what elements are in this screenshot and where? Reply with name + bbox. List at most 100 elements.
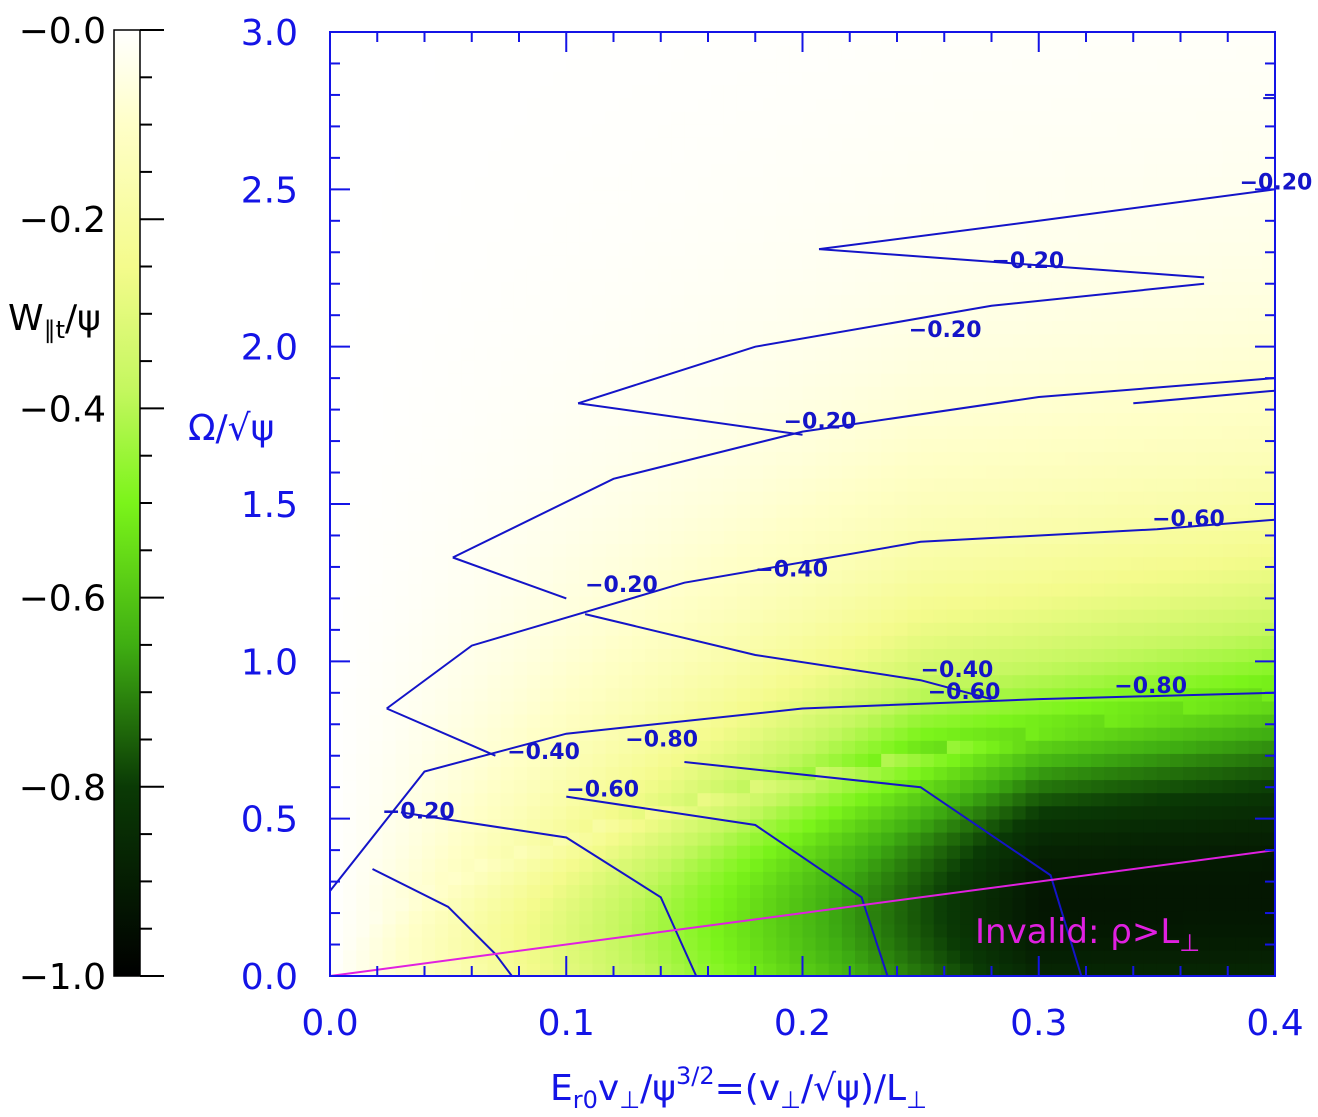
heatmap-cell	[356, 726, 371, 741]
heatmap-cell	[855, 805, 869, 820]
heatmap-cell	[1078, 412, 1092, 427]
heatmap-cell	[1078, 110, 1092, 125]
heatmap-cell	[763, 962, 777, 976]
heatmap-cell	[1012, 635, 1027, 649]
heatmap-cell	[868, 254, 882, 269]
heatmap-cell	[828, 753, 843, 767]
heatmap-cell	[369, 766, 384, 781]
heatmap-cell	[461, 530, 476, 545]
heatmap-cell	[461, 136, 476, 151]
heatmap-cell	[776, 268, 791, 282]
heatmap-cell	[356, 936, 371, 951]
heatmap-cell	[855, 189, 869, 204]
heatmap-cell	[618, 268, 633, 282]
heatmap-cell	[421, 884, 436, 899]
heatmap-cell	[684, 136, 699, 151]
heatmap-cell	[421, 753, 436, 767]
heatmap-cell	[343, 399, 357, 413]
heatmap-cell	[421, 307, 436, 322]
heatmap-cell	[343, 372, 357, 387]
heatmap-cell	[697, 871, 712, 885]
heatmap-cell	[960, 425, 974, 440]
heatmap-cell	[933, 556, 948, 571]
heatmap-cell	[999, 372, 1014, 387]
heatmap-cell	[1143, 844, 1158, 859]
heatmap-cell	[540, 176, 554, 191]
heatmap-cell	[645, 464, 659, 479]
heatmap-cell	[684, 176, 699, 191]
heatmap-cell	[894, 779, 909, 794]
heatmap-cell	[750, 359, 764, 374]
heatmap-cell	[645, 608, 659, 623]
heatmap-cell	[382, 779, 397, 794]
heatmap-cell	[526, 320, 541, 335]
heatmap-cell	[500, 163, 515, 177]
heatmap-cell	[999, 307, 1014, 322]
heatmap-cell	[1209, 386, 1224, 400]
heatmap-cell	[513, 163, 528, 177]
heatmap-cell	[369, 281, 384, 295]
heatmap-cell	[723, 530, 738, 545]
heatmap-cell	[1183, 569, 1197, 584]
heatmap-cell	[1183, 372, 1197, 387]
heatmap-cell	[487, 740, 502, 754]
heatmap-cell	[408, 543, 423, 558]
heatmap-cell	[513, 713, 528, 728]
heatmap-cell	[1104, 281, 1119, 295]
heatmap-cell	[356, 372, 371, 387]
heatmap-cell	[356, 71, 371, 86]
heatmap-cell	[448, 517, 462, 531]
heatmap-cell	[697, 438, 712, 453]
heatmap-cell	[1065, 333, 1079, 348]
heatmap-cell	[881, 504, 896, 518]
heatmap-cell	[343, 936, 357, 951]
heatmap-cell	[1222, 464, 1237, 479]
heatmap-cell	[408, 268, 423, 282]
heatmap-cell	[802, 399, 817, 413]
heatmap-cell	[1025, 740, 1040, 754]
heatmap-cell	[1130, 412, 1145, 427]
heatmap-cell	[710, 923, 725, 938]
heatmap-cell	[631, 897, 646, 912]
heatmap-cell	[933, 123, 948, 138]
heatmap-cell	[815, 582, 830, 597]
heatmap-cell	[1091, 189, 1106, 204]
heatmap-cell	[933, 294, 948, 309]
heatmap-cell	[435, 844, 449, 859]
heatmap-cell	[553, 215, 567, 230]
heatmap-cell	[841, 333, 856, 348]
heatmap-cell	[1051, 477, 1066, 492]
heatmap-cell	[1051, 150, 1066, 164]
heatmap-cell	[1038, 897, 1053, 912]
heatmap-cell	[631, 307, 646, 322]
heatmap-cell	[461, 582, 476, 597]
heatmap-cell	[1196, 268, 1211, 282]
heatmap-cell	[1143, 766, 1158, 781]
heatmap-cell	[618, 176, 633, 191]
heatmap-cell	[645, 359, 659, 374]
heatmap-cell	[776, 622, 791, 636]
heatmap-cell	[1091, 622, 1106, 636]
heatmap-cell	[684, 438, 699, 453]
heatmap-cell	[750, 346, 764, 361]
heatmap-cell	[1025, 425, 1040, 440]
heatmap-cell	[894, 110, 909, 125]
heatmap-cell	[1196, 543, 1211, 558]
heatmap-cell	[579, 215, 594, 230]
heatmap-cell	[1156, 648, 1171, 663]
heatmap-cell	[474, 84, 489, 99]
heatmap-cell	[1117, 386, 1132, 400]
heatmap-cell	[1117, 858, 1132, 872]
heatmap-cell	[999, 687, 1014, 702]
heatmap-cell	[1209, 359, 1224, 374]
heatmap-cell	[658, 831, 672, 846]
heatmap-cell	[592, 962, 607, 976]
heatmap-cell	[553, 753, 567, 767]
heatmap-cell	[763, 818, 777, 833]
heatmap-cell	[382, 608, 397, 623]
heatmap-cell	[579, 268, 594, 282]
heatmap-cell	[1025, 884, 1040, 899]
heatmap-cell	[960, 923, 974, 938]
heatmap-cell	[540, 648, 554, 663]
heatmap-cell	[513, 71, 528, 86]
